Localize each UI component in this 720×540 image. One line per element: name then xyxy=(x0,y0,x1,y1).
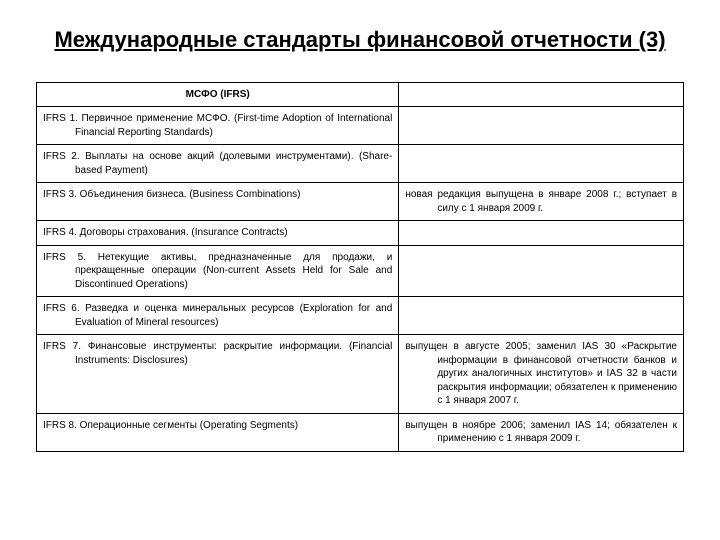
slide: Международные стандарты финансовой отчет… xyxy=(0,0,720,540)
cell-right: выпущен в августе 2005; заменил IAS 30 «… xyxy=(405,340,677,408)
page-title: Международные стандарты финансовой отчет… xyxy=(36,26,684,54)
table-row: IFRS 3. Объединения бизнеса. (Business C… xyxy=(37,183,684,221)
cell-left: IFRS 6. Разведка и оценка минеральных ре… xyxy=(43,302,392,329)
table-row: IFRS 1. Первичное применение МСФО. (Firs… xyxy=(37,107,684,145)
header-right xyxy=(399,82,684,107)
ifrs-table: МСФО (IFRS) IFRS 1. Первичное применение… xyxy=(36,82,684,452)
cell-left: IFRS 2. Выплаты на основе акций (долевым… xyxy=(43,150,392,177)
cell-left: IFRS 5. Нетекущие активы, предназначенны… xyxy=(43,251,392,292)
cell-right: выпущен в ноябре 2006; заменил IAS 14; о… xyxy=(405,419,677,446)
cell-left: IFRS 3. Объединения бизнеса. (Business C… xyxy=(43,188,392,202)
cell-right: новая редакция выпущена в январе 2008 г.… xyxy=(405,188,677,215)
cell-left: IFRS 7. Финансовые инструменты: раскрыти… xyxy=(43,340,392,367)
cell-left: IFRS 8. Операционные сегменты (Operating… xyxy=(43,419,392,433)
table-header-row: МСФО (IFRS) xyxy=(37,82,684,107)
table-row: IFRS 4. Договоры страхования. (Insurance… xyxy=(37,221,684,246)
header-left: МСФО (IFRS) xyxy=(37,82,399,107)
table-row: IFRS 5. Нетекущие активы, предназначенны… xyxy=(37,245,684,297)
table-row: IFRS 7. Финансовые инструменты: раскрыти… xyxy=(37,335,684,414)
table-row: IFRS 8. Операционные сегменты (Operating… xyxy=(37,413,684,451)
table-row: IFRS 2. Выплаты на основе акций (долевым… xyxy=(37,145,684,183)
cell-left: IFRS 1. Первичное применение МСФО. (Firs… xyxy=(43,112,392,139)
cell-left: IFRS 4. Договоры страхования. (Insurance… xyxy=(43,226,392,240)
table-row: IFRS 6. Разведка и оценка минеральных ре… xyxy=(37,297,684,335)
